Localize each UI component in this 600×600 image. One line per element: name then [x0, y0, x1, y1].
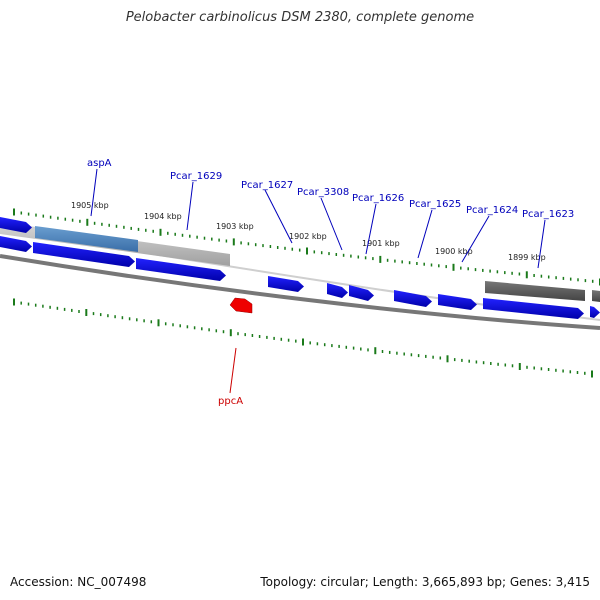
gene-arrow-7[interactable]: [438, 294, 477, 310]
map-title: Pelobacter carbinolicus DSM 2380, comple…: [125, 10, 475, 25]
gene-arrow-5[interactable]: [349, 285, 374, 301]
gene-arrow-2[interactable]: [136, 258, 226, 281]
scale-ticks-lower: [13, 298, 593, 378]
gene-label-pcar-1624[interactable]: Pcar_1624: [466, 205, 518, 216]
feature-band-dark: [485, 281, 585, 301]
gene-label-pcar-1625[interactable]: Pcar_1625: [409, 199, 461, 210]
accession-text: Accession: NC_007498: [10, 575, 147, 589]
ppcA-leader: [229, 347, 237, 394]
scale-label-1900: 1900 kbp: [435, 247, 473, 256]
gene-label-pcar-3308[interactable]: Pcar_3308: [297, 187, 349, 198]
gene-label-pcar-1623[interactable]: Pcar_1623: [522, 209, 574, 220]
gene-ppcA[interactable]: [229, 297, 253, 314]
genome-summary-text: Topology: circular; Length: 3,665,893 bp…: [260, 575, 590, 589]
scale-label-1904: 1904 kbp: [144, 212, 182, 221]
scale-label-1903: 1903 kbp: [216, 222, 254, 231]
gene-arrow-6[interactable]: [394, 290, 432, 307]
label-leaders: [90, 168, 546, 269]
feature-band-steel: [35, 226, 138, 252]
gene-arrow-1[interactable]: [33, 242, 135, 267]
gene-arrow-4[interactable]: [327, 283, 348, 298]
gene-label-ppcA[interactable]: ppcA: [218, 396, 243, 407]
scale-label-1902: 1902 kbp: [289, 232, 327, 241]
scale-label-1905: 1905 kbp: [71, 201, 109, 210]
gene-arrow-8[interactable]: [483, 298, 584, 319]
gene-label-pcar-1627[interactable]: Pcar_1627: [241, 180, 293, 191]
genome-backbone: [0, 254, 600, 330]
scale-label-1899: 1899 kbp: [508, 253, 546, 262]
scale-label-1901: 1901 kbp: [362, 239, 400, 248]
feature-band-dark-2: [592, 290, 600, 302]
gene-arrow-3[interactable]: [268, 276, 304, 292]
gene-label-pcar-1629[interactable]: Pcar_1629: [170, 171, 222, 182]
gene-arrow-0[interactable]: [0, 217, 32, 233]
gene-arrow-9[interactable]: [590, 306, 600, 318]
gene-label-pcar-1626[interactable]: Pcar_1626: [352, 193, 404, 204]
gene-features: [0, 217, 600, 319]
gene-label-aspA[interactable]: aspA: [87, 158, 112, 169]
gene-arrow-0[interactable]: [0, 236, 32, 252]
scale-ticks-upper: [13, 208, 600, 286]
